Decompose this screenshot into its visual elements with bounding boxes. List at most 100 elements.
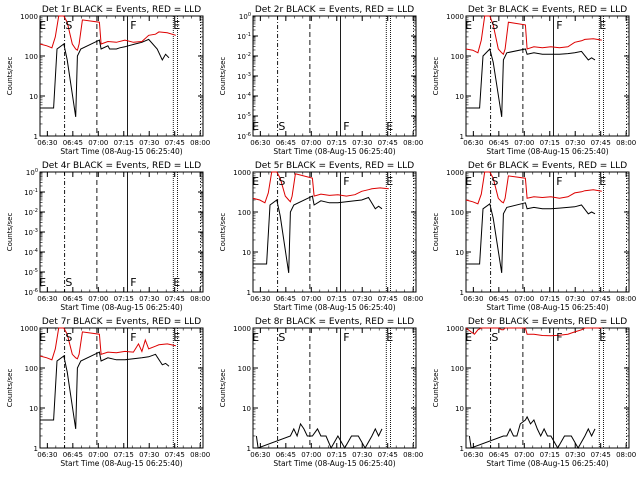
x-axis-label: Start Time (08-Aug-15 06:25:40)	[60, 147, 182, 156]
y-tick-label: 10-2	[237, 52, 251, 61]
phase-marker: S	[278, 175, 285, 188]
x-tick-label: 07:45	[591, 451, 611, 459]
y-tick-label: 10	[29, 405, 38, 413]
x-tick-label: 06:45	[489, 139, 509, 147]
phase-marker: S	[491, 19, 498, 32]
phase-marker: E	[599, 175, 606, 188]
y-axis-label: Counts/sec	[6, 213, 14, 252]
events-series	[255, 422, 383, 450]
plot-frame	[465, 327, 630, 449]
detector-plot: Det 7r BLACK = Events, RED = LLD Counts/s…	[6, 317, 210, 468]
x-tick-label: 07:30	[139, 451, 159, 459]
y-tick-label: 100	[25, 53, 38, 61]
y-tick-label: 100	[25, 365, 38, 373]
y-tick-label: 100	[451, 209, 464, 217]
x-tick-label: 07:00	[88, 139, 108, 147]
y-tick-label: 10-1	[24, 188, 38, 197]
detector-plot: Det 8r BLACK = Events, RED = LLD Counts/s…	[219, 317, 423, 468]
x-tick-label: 07:30	[352, 451, 372, 459]
detector-plot: Det 1r BLACK = Events, RED = LLD Counts/s…	[6, 5, 210, 156]
x-tick-label: 06:45	[63, 451, 83, 459]
y-tick-label: 1000	[446, 325, 464, 333]
x-tick-label: 07:45	[165, 451, 185, 459]
y-tick-label: 10-4	[237, 92, 251, 101]
y-tick-label: 1	[34, 445, 38, 453]
y-tick-label: 1	[460, 133, 464, 141]
x-tick-label: 08:00	[616, 451, 636, 459]
x-tick-label: 07:30	[565, 295, 585, 303]
phase-marker: E	[252, 175, 259, 188]
y-tick-label: 10-2	[24, 208, 38, 217]
x-axis-label: Start Time (08-Aug-15 06:25:40)	[273, 459, 395, 468]
lld-series	[39, 327, 176, 361]
phase-marker: E	[173, 331, 180, 344]
y-tick-label: 1	[460, 289, 464, 297]
x-tick-label: 07:00	[88, 295, 108, 303]
plot-title: Det 3r BLACK = Events, RED = LLD	[468, 5, 627, 15]
x-tick-label: 07:15	[540, 139, 560, 147]
y-tick-label: 10-1	[237, 32, 251, 41]
x-tick-label: 07:45	[378, 451, 398, 459]
y-axis-label: Counts/sec	[432, 57, 440, 96]
events-series	[40, 38, 170, 117]
x-tick-label: 08:00	[403, 139, 423, 147]
detector-plot: Det 2r BLACK = Events, RED = LLD Counts/s…	[219, 5, 423, 156]
y-tick-label: 10-3	[237, 72, 251, 81]
x-axis-label: Start Time (08-Aug-15 06:25:40)	[486, 147, 608, 156]
phase-marker: S	[491, 331, 498, 344]
x-axis-label: Start Time (08-Aug-15 06:25:40)	[273, 303, 395, 312]
x-tick-label: 07:15	[540, 295, 560, 303]
phase-marker: E	[173, 19, 180, 32]
x-tick-label: 07:15	[114, 295, 134, 303]
y-tick-label: 1	[460, 445, 464, 453]
x-tick-label: 07:00	[514, 451, 534, 459]
plot-frame	[39, 15, 204, 137]
y-tick-label: 10	[242, 405, 251, 413]
x-axis-label: Start Time (08-Aug-15 06:25:40)	[60, 459, 182, 468]
x-tick-label: 07:45	[591, 139, 611, 147]
plot-frame	[39, 327, 204, 449]
x-tick-label: 06:45	[63, 295, 83, 303]
x-tick-label: 07:00	[301, 295, 321, 303]
x-axis-label: Start Time (08-Aug-15 06:25:40)	[486, 303, 608, 312]
detector-plot: Det 3r BLACK = Events, RED = LLD Counts/s…	[432, 5, 636, 156]
x-tick-label: 07:45	[165, 139, 185, 147]
x-tick-label: 06:45	[63, 139, 83, 147]
y-axis-label: Counts/sec	[6, 369, 14, 408]
x-tick-label: 08:00	[616, 295, 636, 303]
y-tick-label: 100	[451, 365, 464, 373]
events-series	[40, 351, 170, 429]
y-tick-label: 100	[451, 53, 464, 61]
events-series	[253, 195, 383, 273]
phase-marker: E	[465, 19, 472, 32]
y-axis-label: Counts/sec	[219, 369, 227, 408]
plot-frame	[465, 15, 630, 137]
x-tick-label: 07:15	[327, 139, 347, 147]
phase-marker: E	[465, 331, 472, 344]
y-tick-label: 10-4	[24, 248, 38, 257]
x-tick-label: 07:45	[591, 295, 611, 303]
phase-marker: F	[556, 331, 562, 344]
phase-marker: E	[386, 120, 393, 133]
plot-frame	[465, 171, 630, 293]
y-tick-label: 1000	[446, 169, 464, 177]
x-tick-label: 07:15	[327, 451, 347, 459]
plot-frame	[252, 171, 417, 293]
lld-series	[39, 15, 176, 52]
x-axis-label: Start Time (08-Aug-15 06:25:40)	[273, 147, 395, 156]
lld-series	[465, 171, 602, 205]
plot-title: Det 5r BLACK = Events, RED = LLD	[255, 161, 414, 171]
phase-marker: F	[130, 331, 136, 344]
x-tick-label: 06:30	[463, 139, 483, 147]
x-tick-label: 07:15	[327, 295, 347, 303]
plot-title: Det 1r BLACK = Events, RED = LLD	[42, 5, 201, 15]
x-tick-label: 06:30	[250, 139, 270, 147]
events-series	[466, 48, 596, 117]
x-tick-label: 07:30	[352, 295, 372, 303]
y-tick-label: 1000	[20, 325, 38, 333]
y-tick-label: 100	[26, 168, 38, 177]
lld-series	[465, 15, 602, 56]
lld-series	[252, 171, 389, 204]
y-tick-label: 1000	[446, 13, 464, 21]
